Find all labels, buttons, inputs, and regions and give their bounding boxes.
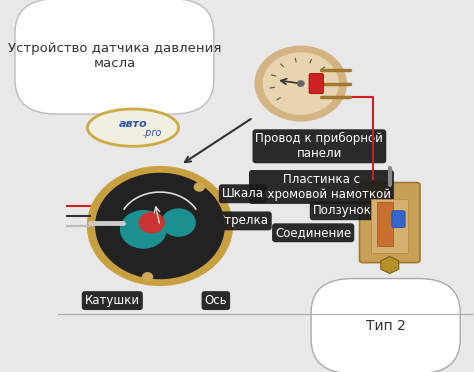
FancyBboxPatch shape — [371, 199, 409, 253]
Text: Ось: Ось — [205, 294, 227, 307]
FancyBboxPatch shape — [311, 279, 460, 372]
FancyBboxPatch shape — [377, 202, 393, 246]
Text: Шкала: Шкала — [222, 187, 264, 200]
Circle shape — [194, 183, 204, 191]
FancyBboxPatch shape — [309, 73, 324, 94]
Text: Стрелка: Стрелка — [217, 214, 269, 227]
Circle shape — [139, 212, 164, 233]
Text: Катушки: Катушки — [85, 294, 140, 307]
Text: Тип 2: Тип 2 — [366, 319, 406, 333]
Circle shape — [264, 53, 338, 114]
FancyBboxPatch shape — [360, 183, 420, 263]
Polygon shape — [381, 257, 399, 273]
Text: авто: авто — [118, 119, 147, 129]
Text: Соединение: Соединение — [275, 226, 351, 239]
Text: Ползунок: Ползунок — [313, 204, 372, 217]
Circle shape — [96, 173, 224, 279]
Circle shape — [120, 211, 166, 248]
Text: Устройство датчика давления
масла: Устройство датчика давления масла — [8, 42, 221, 70]
FancyBboxPatch shape — [15, 0, 214, 114]
Ellipse shape — [88, 109, 179, 146]
Circle shape — [162, 209, 195, 236]
Text: Провод к приборной
панели: Провод к приборной панели — [255, 132, 383, 160]
Circle shape — [88, 167, 232, 285]
FancyBboxPatch shape — [392, 211, 405, 228]
Circle shape — [255, 46, 346, 121]
Circle shape — [143, 273, 153, 281]
Text: Пластинка с
нихромовой намоткой: Пластинка с нихромовой намоткой — [252, 173, 391, 201]
Text: .pro: .pro — [142, 128, 161, 138]
Circle shape — [298, 81, 304, 86]
